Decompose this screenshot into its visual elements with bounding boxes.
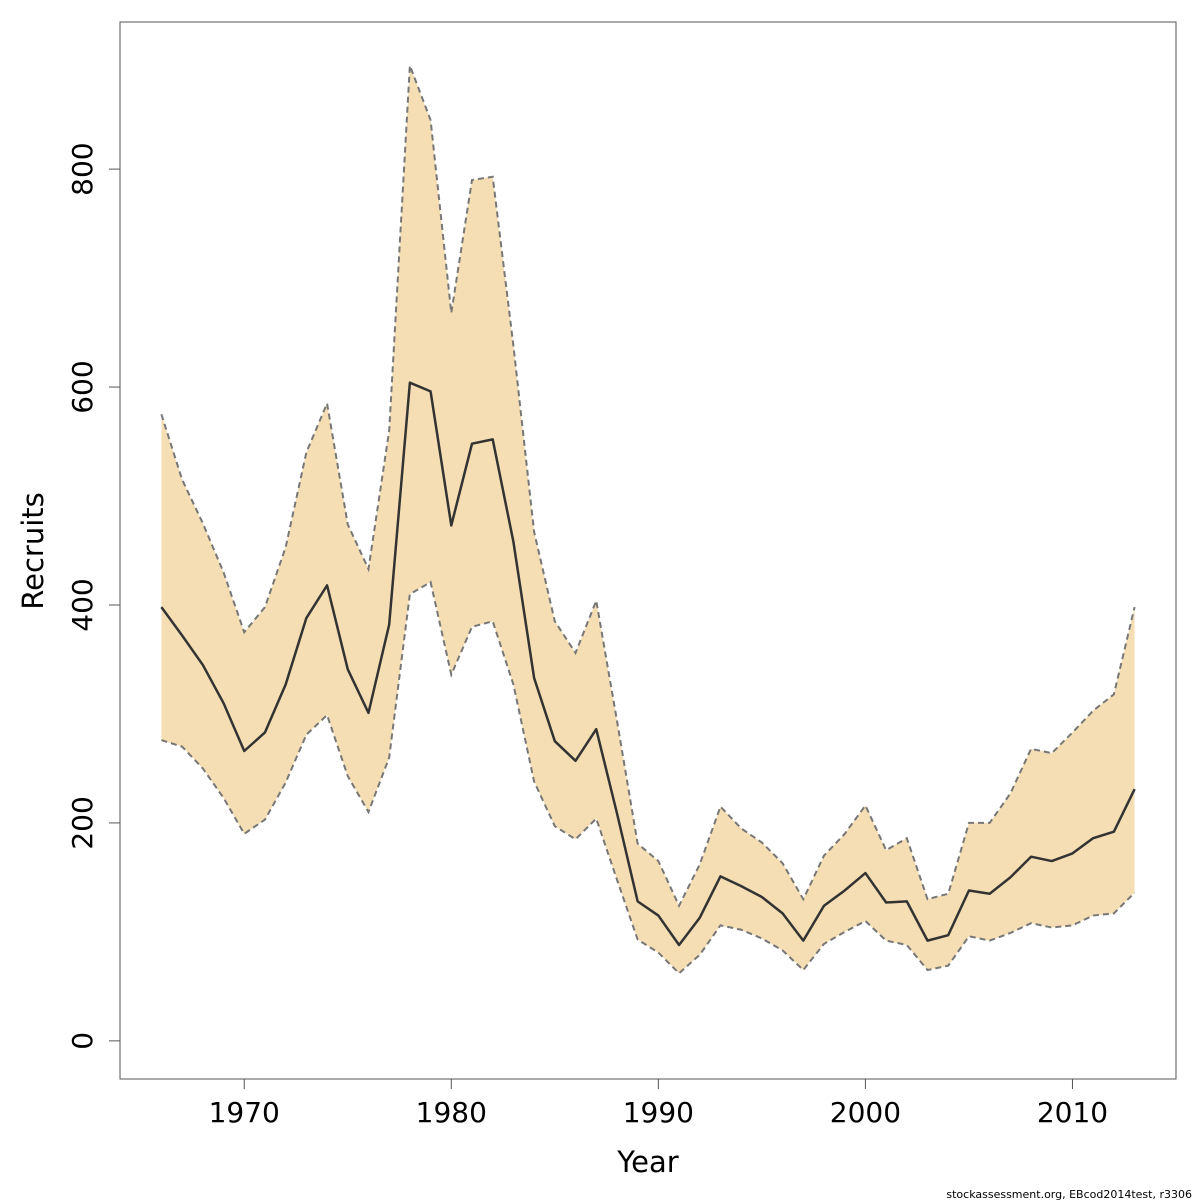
y-tick-label: 200 bbox=[66, 796, 99, 849]
y-axis-title: Recruits bbox=[16, 492, 50, 609]
plot-frame bbox=[119, 21, 1177, 1080]
y-tick-label: 600 bbox=[66, 360, 99, 413]
lower-bound-line bbox=[161, 580, 1136, 975]
upper-bound-line bbox=[160, 65, 1136, 909]
plot-area bbox=[160, 65, 1136, 975]
confidence-band bbox=[161, 65, 1135, 974]
estimate-line bbox=[160, 381, 1136, 947]
x-axis-title: Year bbox=[616, 1145, 678, 1179]
x-axis: 1970 1980 1990 2000 2010 bbox=[209, 1079, 1108, 1129]
y-axis: 0 200 400 600 800 bbox=[66, 142, 120, 1050]
x-tick-label: 1990 bbox=[623, 1096, 694, 1129]
y-tick-label: 400 bbox=[66, 578, 99, 631]
y-tick-label: 0 bbox=[66, 1032, 99, 1050]
x-tick-label: 1970 bbox=[209, 1096, 280, 1129]
x-tick-label: 2000 bbox=[830, 1096, 901, 1129]
footnote: stockassessment.org, EBcod2014test, r330… bbox=[946, 1188, 1192, 1200]
x-tick-label: 1980 bbox=[416, 1096, 487, 1129]
y-tick-label: 800 bbox=[66, 142, 99, 195]
x-tick-label: 2010 bbox=[1037, 1096, 1108, 1129]
